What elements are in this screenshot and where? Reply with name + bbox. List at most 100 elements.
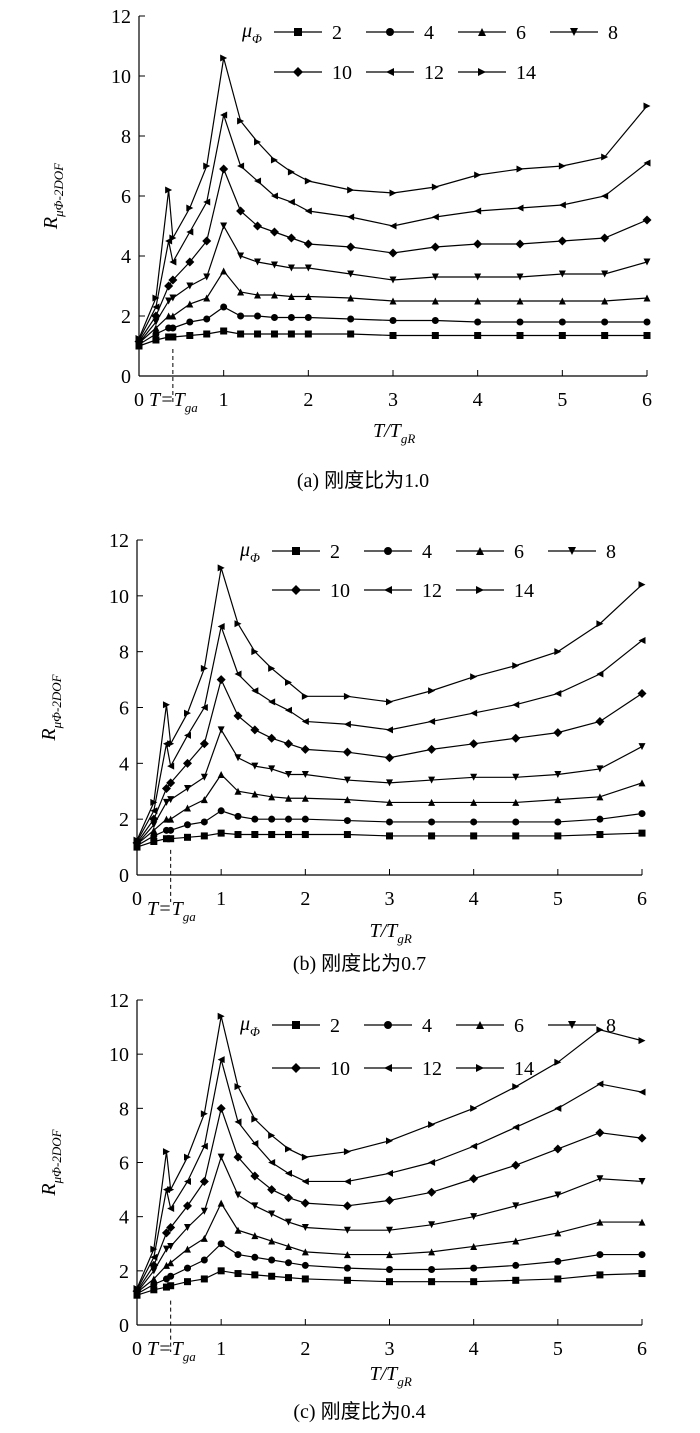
marker: [347, 294, 355, 302]
marker: [234, 620, 242, 628]
y-axis-label-sub: μΦ-2DOF: [51, 162, 66, 218]
marker: [638, 1088, 646, 1096]
marker: [343, 796, 351, 804]
marker: [167, 835, 175, 843]
marker: [200, 1142, 208, 1150]
marker: [389, 332, 397, 339]
marker: [470, 818, 478, 826]
marker: [558, 201, 566, 209]
marker: [428, 1221, 436, 1229]
marker: [428, 687, 436, 695]
marker: [512, 1261, 520, 1269]
marker: [558, 297, 566, 305]
series-line: [136, 1059, 643, 1291]
legend-title: μΦ: [239, 1013, 260, 1039]
legend-marker: [476, 586, 484, 594]
marker: [386, 1251, 393, 1259]
marker: [254, 258, 262, 266]
marker: [601, 332, 609, 339]
y-axis-label: RμΦ-2DOF: [38, 673, 64, 741]
marker: [184, 1245, 191, 1253]
marker: [167, 826, 175, 834]
marker: [558, 162, 566, 170]
marker: [253, 221, 263, 231]
y-tick-label: 8: [119, 642, 129, 664]
marker: [133, 1284, 141, 1292]
marker: [638, 1218, 646, 1226]
annotation: T=Tga: [147, 1338, 196, 1364]
x-tick-label: 6: [642, 389, 652, 411]
marker: [269, 227, 279, 237]
y-tick-label: 8: [121, 126, 131, 148]
x-axis-label-main: T/T: [370, 1363, 400, 1385]
x-tick-label: 2: [300, 1338, 310, 1360]
marker: [254, 291, 262, 299]
marker: [553, 1144, 563, 1154]
marker: [186, 228, 194, 236]
marker: [268, 698, 276, 706]
marker: [150, 832, 158, 840]
marker: [554, 796, 562, 804]
legend-marker: [570, 28, 578, 36]
marker: [186, 300, 194, 308]
marker: [200, 832, 208, 840]
marker: [386, 798, 393, 806]
marker: [431, 317, 439, 324]
y-axis-label-sub: μΦ-2DOF: [49, 673, 64, 729]
marker: [251, 1253, 259, 1261]
marker: [200, 796, 208, 804]
marker: [251, 1202, 259, 1210]
marker: [285, 771, 292, 778]
marker: [516, 297, 524, 305]
marker: [304, 293, 312, 300]
caption: (b) 刚度比为0.7: [293, 952, 426, 975]
marker: [217, 807, 225, 815]
marker: [554, 648, 562, 656]
marker: [184, 1264, 191, 1272]
marker: [152, 324, 160, 332]
marker: [642, 215, 652, 225]
legend-label: 14: [514, 580, 534, 602]
marker: [268, 1210, 276, 1218]
marker: [165, 186, 173, 194]
marker: [386, 698, 393, 706]
legend-marker: [476, 1021, 484, 1029]
marker: [236, 206, 246, 216]
x-axis-label: T/TgR: [373, 420, 415, 446]
series-line: [136, 728, 643, 845]
marker: [162, 798, 170, 806]
series-line: [136, 1016, 643, 1289]
legend-label: 6: [516, 22, 526, 44]
series-line: [136, 624, 643, 842]
marker: [233, 1152, 243, 1162]
marker: [166, 778, 176, 788]
marker: [200, 1234, 208, 1242]
series-line: [138, 224, 648, 344]
marker: [152, 294, 160, 302]
marker: [268, 1159, 276, 1166]
marker: [251, 687, 259, 695]
marker: [554, 771, 562, 778]
marker: [516, 204, 524, 212]
marker: [428, 798, 436, 806]
legend-label: 4: [422, 541, 432, 563]
marker: [251, 1232, 259, 1240]
marker: [150, 821, 158, 829]
legend-label: 8: [606, 1015, 616, 1037]
marker: [287, 198, 295, 206]
marker: [428, 1248, 436, 1256]
marker: [254, 312, 262, 320]
marker: [167, 1282, 175, 1290]
marker: [553, 728, 563, 738]
legend-label: 2: [330, 541, 340, 563]
marker: [270, 261, 278, 269]
marker: [284, 1193, 293, 1203]
legend-label: 4: [424, 22, 434, 44]
marker: [595, 716, 605, 726]
x-axis-label-sub: gR: [397, 931, 412, 946]
marker: [388, 248, 398, 258]
marker: [150, 826, 158, 834]
marker: [431, 183, 439, 191]
marker: [234, 670, 242, 678]
marker: [601, 192, 609, 200]
